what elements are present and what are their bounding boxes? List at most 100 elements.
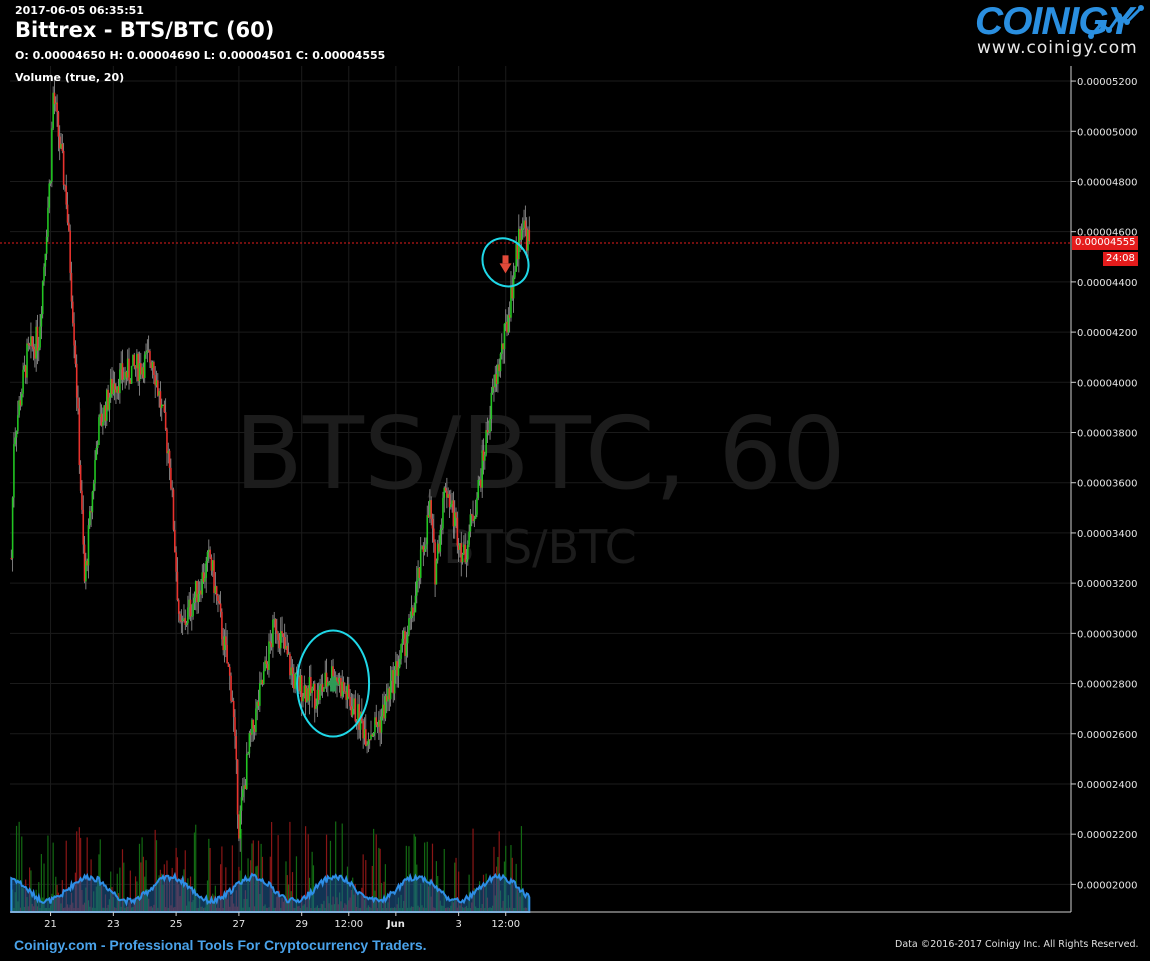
- candle-body: [345, 692, 347, 700]
- volume-bar: [498, 831, 500, 912]
- candle-body: [225, 636, 227, 645]
- candle-body: [223, 636, 226, 651]
- candle-body: [112, 383, 115, 394]
- chart-grid: [10, 66, 1071, 912]
- candle-body: [115, 389, 117, 393]
- volume-bar: [225, 867, 227, 912]
- candle-body: [330, 666, 333, 683]
- candle-body: [452, 500, 455, 527]
- candle-body: [116, 386, 119, 393]
- candle-body: [204, 578, 206, 582]
- candle-body: [371, 734, 374, 737]
- ohlc-readout: O: 0.00004650 H: 0.00004690 L: 0.0000450…: [15, 49, 386, 62]
- candle-body: [306, 688, 308, 703]
- volume-bar: [129, 870, 131, 912]
- candle-body: [374, 717, 376, 733]
- candle-body: [163, 404, 166, 413]
- volume-bar: [305, 826, 307, 912]
- candle-body: [514, 271, 516, 278]
- candle-body: [102, 421, 104, 426]
- candle-body: [256, 701, 259, 709]
- candle-body: [231, 700, 234, 702]
- candle-body: [260, 679, 262, 684]
- candle-body: [380, 716, 383, 733]
- volume-bar: [291, 872, 294, 912]
- coinigy-logo[interactable]: COINIGY www.coinigy.com: [975, 0, 1150, 60]
- volume-bar: [231, 845, 233, 912]
- y-tick-label: 0.00003000: [1077, 629, 1137, 640]
- candle-body: [341, 681, 344, 697]
- candle-body: [285, 645, 287, 649]
- candle-body: [419, 549, 422, 578]
- candle-body: [310, 676, 312, 693]
- candle-body: [507, 315, 510, 333]
- candle-body: [217, 595, 219, 602]
- candle-body: [66, 204, 69, 223]
- candle-body: [512, 277, 515, 299]
- candle-body: [54, 102, 57, 104]
- candle-body: [232, 700, 235, 718]
- candle-body: [247, 753, 249, 755]
- candle-body: [528, 229, 531, 242]
- footer-tagline[interactable]: Coinigy.com - Professional Tools For Cry…: [14, 937, 427, 953]
- candle-body: [397, 666, 400, 676]
- candle-body: [249, 733, 252, 735]
- candle-body: [202, 572, 205, 582]
- volume-bar: [209, 847, 211, 912]
- candle-body: [27, 343, 30, 345]
- candle-body: [383, 704, 385, 719]
- candle-body: [468, 531, 470, 545]
- candle-body: [453, 512, 456, 527]
- candle-body: [48, 183, 51, 208]
- candle-body: [196, 581, 198, 603]
- y-tick-label: 0.00004400: [1077, 278, 1137, 289]
- candle-body: [79, 465, 82, 491]
- candle-body: [481, 450, 483, 488]
- volume-bar: [325, 834, 328, 912]
- candle-body: [255, 708, 257, 732]
- candle-body: [227, 663, 230, 667]
- candle-body: [294, 674, 296, 689]
- volume-bar: [329, 840, 332, 912]
- candle-body: [334, 677, 337, 682]
- candle-body: [456, 517, 459, 546]
- y-tick-label: 0.00002200: [1077, 830, 1137, 841]
- volume-bar: [472, 828, 474, 912]
- candle-body: [521, 228, 524, 231]
- candle-body: [111, 378, 113, 394]
- candle-body: [504, 321, 507, 324]
- logo-url[interactable]: www.coinigy.com: [977, 38, 1138, 58]
- candle-body: [53, 92, 56, 104]
- candle-body: [34, 349, 36, 359]
- candle-body: [391, 670, 393, 681]
- candle-body: [104, 405, 107, 421]
- candle-body: [230, 675, 232, 701]
- candle-body: [435, 560, 438, 585]
- candle-body: [425, 544, 427, 550]
- candle-body: [211, 560, 214, 571]
- candle-body: [385, 696, 388, 702]
- candle-body: [172, 489, 175, 530]
- candle-body: [444, 487, 447, 491]
- candle-body: [183, 618, 185, 620]
- candle-body: [137, 353, 139, 382]
- candle-body: [77, 397, 79, 409]
- volume-bar: [21, 836, 23, 912]
- candle-body: [189, 599, 192, 617]
- candle-body: [351, 708, 354, 716]
- volume-bar: [295, 856, 298, 912]
- candle-body: [414, 595, 417, 613]
- volume-bar: [52, 842, 54, 912]
- candle-body: [319, 685, 321, 701]
- volume-bar: [288, 884, 290, 912]
- candle-body: [423, 549, 426, 552]
- candle-body: [171, 488, 173, 490]
- candle-body: [86, 560, 88, 566]
- candle-body: [43, 266, 45, 282]
- candle-body: [426, 515, 429, 545]
- candle-body: [153, 362, 155, 376]
- volume-bar: [121, 849, 124, 912]
- candle-body: [476, 497, 478, 515]
- candle-body: [194, 581, 197, 598]
